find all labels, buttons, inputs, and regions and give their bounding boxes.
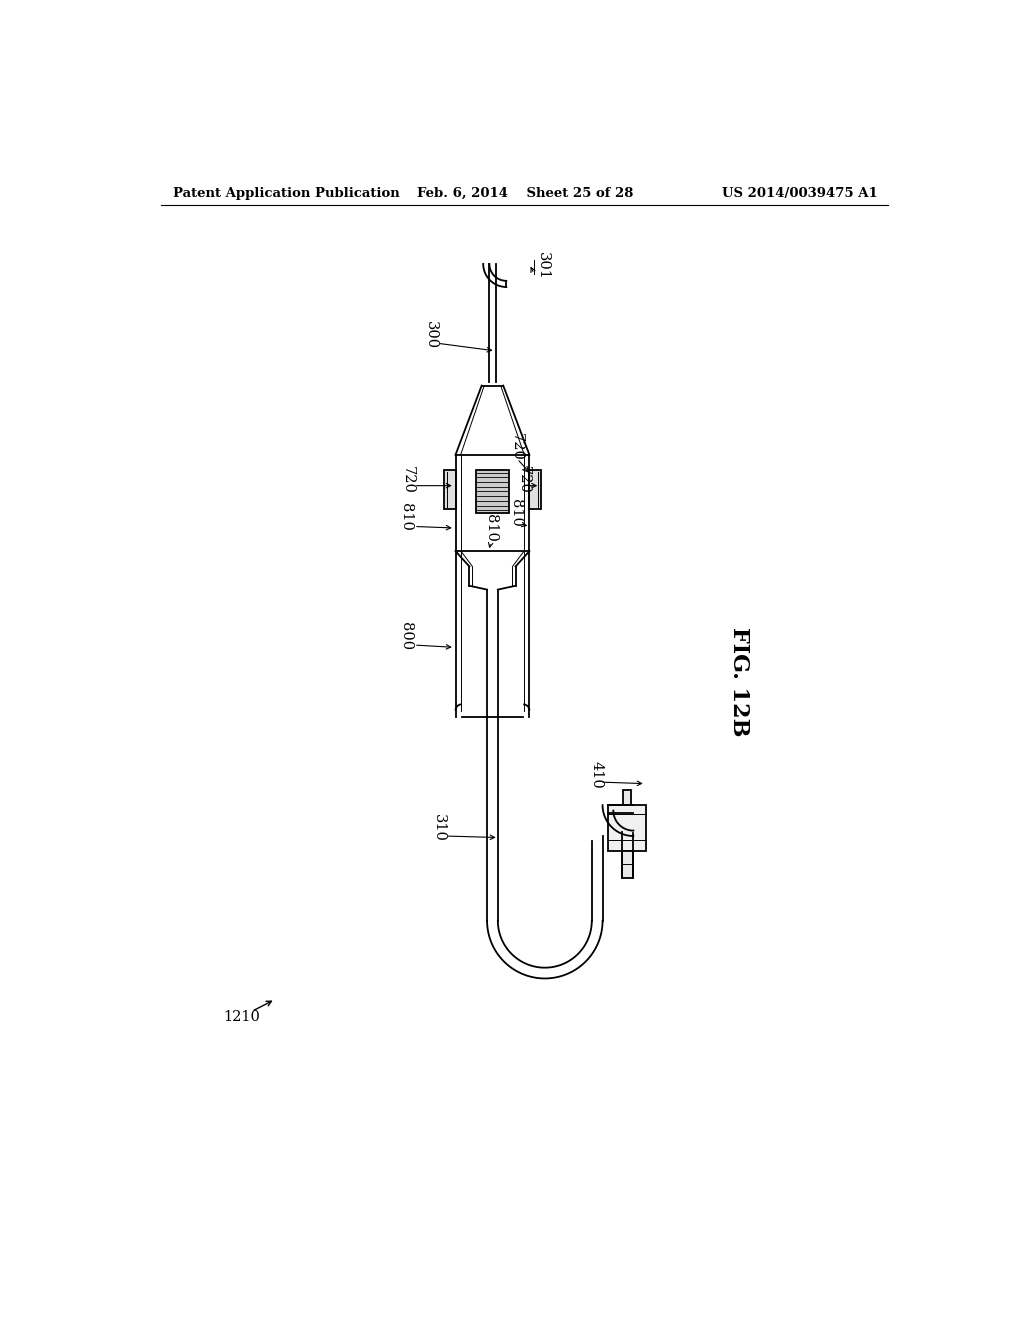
Text: 800: 800: [399, 622, 414, 649]
Text: Feb. 6, 2014    Sheet 25 of 28: Feb. 6, 2014 Sheet 25 of 28: [417, 186, 633, 199]
Text: 810: 810: [509, 499, 522, 527]
Text: 720: 720: [400, 466, 415, 494]
Bar: [622, 851, 633, 878]
Text: US 2014/0039475 A1: US 2014/0039475 A1: [722, 186, 878, 199]
Bar: [475, 470, 509, 512]
Bar: [608, 805, 646, 851]
Text: 1210: 1210: [223, 1010, 260, 1024]
Text: 720: 720: [510, 433, 524, 461]
Text: 410: 410: [590, 760, 603, 788]
Text: Patent Application Publication: Patent Application Publication: [173, 186, 399, 199]
Text: 310: 310: [431, 814, 445, 842]
Text: 810: 810: [399, 503, 414, 531]
Bar: [529, 470, 541, 508]
Bar: [444, 470, 456, 508]
Text: FIG. 12B: FIG. 12B: [728, 627, 750, 737]
Text: 810: 810: [484, 513, 498, 543]
Text: 301: 301: [537, 252, 550, 280]
Bar: [624, 789, 631, 805]
Text: 300: 300: [424, 322, 438, 350]
Text: 720: 720: [516, 466, 530, 494]
